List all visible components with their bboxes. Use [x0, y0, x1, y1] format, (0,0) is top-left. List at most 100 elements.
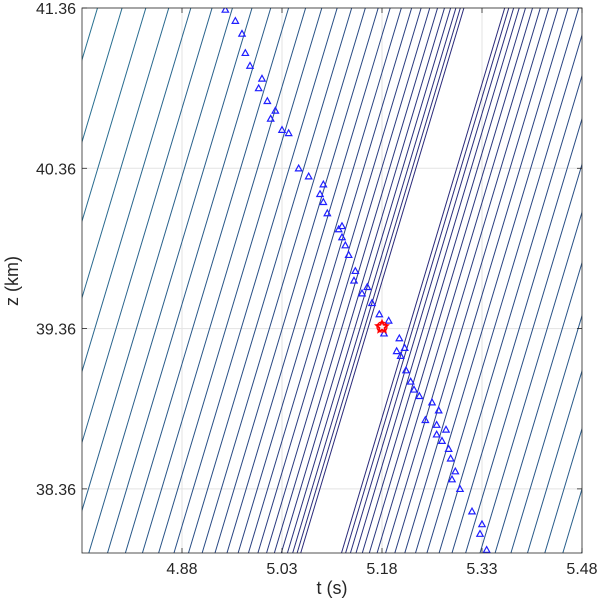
sample-point: [341, 240, 350, 249]
sample-point: [241, 48, 250, 57]
contour-line-right: [385, 8, 550, 553]
contour-line-left: [141, 8, 307, 553]
contour-line-left: [226, 8, 391, 553]
sample-point: [401, 365, 411, 374]
sample-point: [237, 29, 247, 37]
contour-line-right: [510, 313, 582, 553]
sample-point: [344, 250, 353, 259]
contour-line-right: [355, 8, 520, 553]
x-tick-label: 5.33: [466, 561, 497, 578]
sample-point: [271, 106, 280, 114]
x-axis-label: t (s): [317, 578, 348, 598]
sample-point: [319, 179, 328, 188]
sample-point: [455, 484, 465, 493]
contour-line-left: [273, 8, 439, 553]
contour-line-right: [349, 8, 515, 553]
contour-line-left: [280, 8, 446, 553]
contour-line-right: [451, 117, 582, 553]
contour-line-left: [82, 8, 147, 223]
sample-points: [221, 8, 491, 553]
sample-point: [375, 309, 384, 318]
contour-line-right: [526, 369, 582, 553]
sample-point: [446, 453, 455, 462]
sample-point: [434, 405, 443, 414]
sample-point: [432, 420, 441, 428]
contour-line-left: [286, 8, 452, 553]
y-axis-label: z (km): [2, 256, 22, 306]
contour-line-left: [82, 8, 170, 300]
sample-point: [379, 328, 389, 337]
contour-line-left: [82, 8, 123, 144]
sample-point: [421, 415, 430, 424]
sample-point: [367, 298, 377, 307]
contour-line-right: [414, 8, 580, 553]
contour-line-right: [345, 8, 510, 553]
contour-line-left: [82, 8, 192, 374]
sample-point: [384, 316, 393, 324]
contour-line-left: [187, 8, 353, 553]
x-tick-label: 5.48: [566, 561, 597, 578]
contour-line-right: [544, 427, 582, 553]
sample-point: [395, 333, 404, 342]
contour-line-left: [247, 8, 413, 553]
sample-point: [257, 74, 267, 82]
contour-line-left: [257, 8, 422, 553]
contour-line-right: [361, 8, 527, 553]
sample-point: [319, 197, 328, 206]
sample-point: [444, 444, 453, 452]
best-estimate: [374, 318, 390, 334]
contour-line-left: [158, 8, 323, 553]
contour-line-left: [106, 8, 272, 553]
contour-line-left: [266, 8, 431, 553]
contour-line-left: [300, 8, 465, 553]
sample-point: [400, 343, 409, 351]
sample-point: [304, 171, 313, 180]
y-tick-label: 39.36: [36, 322, 76, 339]
sample-point: [357, 288, 367, 297]
sample-point: [277, 125, 287, 133]
sample-point: [266, 114, 275, 122]
sample-point: [467, 506, 477, 515]
sample-point: [284, 128, 293, 137]
sample-point: [437, 436, 447, 444]
sample-point: [451, 466, 460, 475]
contour-line-right: [479, 210, 582, 553]
contour-line-right: [404, 8, 569, 553]
sample-point: [294, 163, 303, 172]
y-axis-ticks: 38.36 39.36 40.36 41.36: [36, 1, 582, 499]
sample-point: [323, 208, 332, 217]
contour-line-left: [124, 8, 290, 553]
contour-line-right: [368, 8, 534, 553]
contour-line-left: [173, 8, 338, 553]
best-estimate-ring: [376, 321, 388, 333]
contour-line-right: [376, 8, 541, 553]
x-tick-label: 5.03: [266, 561, 297, 578]
contour-line-right: [438, 74, 582, 553]
contour-line-left: [82, 8, 233, 513]
sample-point: [254, 83, 263, 92]
sample-point: [475, 529, 485, 537]
contour-line-right: [340, 8, 506, 553]
sample-point: [337, 221, 347, 230]
sample-point: [221, 8, 230, 13]
sample-point: [337, 232, 347, 241]
contour-line-right: [494, 261, 582, 553]
y-tick-label: 38.36: [36, 482, 76, 499]
sample-point: [351, 266, 360, 275]
x-axis-ticks: 4.88 5.03 5.18 5.33 5.48: [166, 8, 598, 578]
sample-point: [363, 282, 372, 291]
contour-line-left: [82, 8, 213, 445]
contour-line-left: [88, 8, 253, 553]
sample-point: [432, 429, 441, 438]
sample-point: [409, 385, 419, 393]
sample-point: [415, 391, 424, 400]
sample-point: [392, 346, 401, 355]
contour-line-left: [237, 8, 402, 553]
x-tick-label: 4.88: [166, 561, 197, 578]
x-tick-label: 5.18: [366, 561, 397, 578]
sample-point: [245, 61, 255, 69]
sample-point: [315, 189, 325, 198]
contour-line-right: [465, 162, 582, 553]
sample-point: [441, 425, 451, 433]
